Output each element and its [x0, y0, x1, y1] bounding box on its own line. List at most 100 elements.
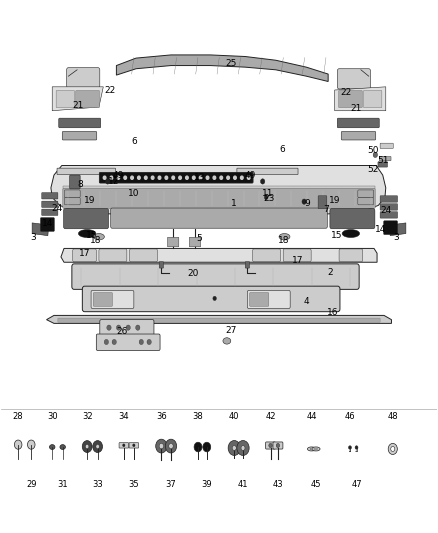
- Circle shape: [233, 176, 236, 179]
- Circle shape: [165, 439, 177, 453]
- Circle shape: [147, 340, 151, 345]
- Text: 2: 2: [328, 269, 333, 277]
- Circle shape: [179, 176, 181, 179]
- FancyBboxPatch shape: [339, 91, 362, 108]
- FancyBboxPatch shape: [57, 168, 116, 174]
- Circle shape: [240, 176, 243, 179]
- Text: 33: 33: [92, 480, 103, 489]
- FancyBboxPatch shape: [56, 91, 74, 108]
- FancyBboxPatch shape: [380, 143, 393, 149]
- FancyBboxPatch shape: [245, 262, 250, 268]
- Text: 6: 6: [131, 137, 137, 146]
- Circle shape: [302, 199, 306, 204]
- Text: 26: 26: [117, 327, 128, 336]
- FancyBboxPatch shape: [42, 209, 58, 215]
- FancyBboxPatch shape: [339, 249, 363, 262]
- FancyBboxPatch shape: [76, 91, 99, 108]
- Circle shape: [265, 195, 268, 199]
- Ellipse shape: [349, 451, 351, 452]
- Circle shape: [93, 441, 102, 453]
- Circle shape: [126, 325, 131, 330]
- Text: 4: 4: [304, 296, 309, 305]
- Text: 25: 25: [226, 59, 237, 68]
- Circle shape: [388, 443, 397, 455]
- Circle shape: [241, 446, 245, 450]
- Ellipse shape: [223, 338, 231, 344]
- FancyBboxPatch shape: [337, 69, 371, 89]
- Text: 41: 41: [238, 480, 248, 489]
- Circle shape: [228, 441, 240, 456]
- Circle shape: [96, 445, 99, 449]
- FancyBboxPatch shape: [167, 237, 179, 247]
- FancyBboxPatch shape: [99, 249, 127, 262]
- FancyBboxPatch shape: [159, 262, 163, 268]
- Circle shape: [133, 444, 135, 447]
- Text: 29: 29: [26, 480, 36, 489]
- Text: 42: 42: [265, 413, 276, 422]
- Polygon shape: [117, 55, 328, 82]
- FancyBboxPatch shape: [93, 293, 113, 306]
- Circle shape: [203, 442, 211, 452]
- Ellipse shape: [60, 445, 65, 449]
- Text: 28: 28: [13, 413, 24, 422]
- Circle shape: [220, 176, 223, 179]
- FancyBboxPatch shape: [73, 249, 96, 262]
- Text: 48: 48: [388, 413, 398, 422]
- FancyBboxPatch shape: [129, 443, 138, 448]
- Text: 34: 34: [119, 413, 129, 422]
- FancyBboxPatch shape: [380, 196, 398, 202]
- FancyBboxPatch shape: [119, 443, 129, 448]
- FancyBboxPatch shape: [253, 249, 281, 262]
- FancyBboxPatch shape: [59, 118, 101, 128]
- Circle shape: [136, 325, 140, 330]
- Text: 51: 51: [377, 156, 389, 165]
- Polygon shape: [390, 223, 406, 236]
- Circle shape: [28, 440, 35, 449]
- FancyBboxPatch shape: [250, 293, 269, 306]
- Text: 5: 5: [197, 235, 202, 244]
- Polygon shape: [63, 185, 375, 189]
- Circle shape: [159, 443, 163, 449]
- Text: 22: 22: [104, 85, 116, 94]
- FancyBboxPatch shape: [364, 91, 382, 108]
- Text: 30: 30: [47, 413, 57, 422]
- Text: 21: 21: [73, 101, 84, 110]
- Circle shape: [117, 176, 120, 179]
- Circle shape: [213, 176, 215, 179]
- Text: 18: 18: [278, 236, 290, 245]
- Text: 21: 21: [351, 103, 362, 112]
- Circle shape: [14, 440, 22, 449]
- Polygon shape: [335, 87, 386, 111]
- FancyBboxPatch shape: [62, 132, 97, 140]
- Text: 19: 19: [329, 196, 340, 205]
- Text: 6: 6: [279, 145, 285, 154]
- FancyBboxPatch shape: [58, 318, 380, 322]
- Text: 38: 38: [193, 413, 203, 422]
- Text: 50: 50: [367, 146, 378, 155]
- Circle shape: [169, 443, 173, 449]
- FancyBboxPatch shape: [130, 249, 157, 262]
- Circle shape: [232, 446, 236, 450]
- Text: 40: 40: [229, 413, 240, 422]
- Polygon shape: [46, 316, 392, 324]
- Text: 12: 12: [108, 177, 119, 186]
- Text: 14: 14: [375, 225, 386, 234]
- Text: 39: 39: [201, 480, 212, 489]
- FancyBboxPatch shape: [42, 201, 58, 207]
- Text: 16: 16: [327, 308, 338, 317]
- Text: 44: 44: [306, 413, 317, 422]
- FancyBboxPatch shape: [237, 168, 298, 174]
- Circle shape: [107, 325, 111, 330]
- Ellipse shape: [78, 230, 96, 238]
- FancyBboxPatch shape: [189, 237, 201, 247]
- Circle shape: [373, 152, 378, 158]
- Circle shape: [227, 176, 230, 179]
- Text: 18: 18: [90, 236, 102, 245]
- Text: 36: 36: [156, 413, 167, 422]
- Ellipse shape: [93, 233, 104, 240]
- Text: 49: 49: [245, 171, 256, 180]
- Circle shape: [349, 446, 351, 449]
- Ellipse shape: [342, 230, 360, 238]
- Circle shape: [194, 442, 202, 452]
- Text: 47: 47: [351, 480, 362, 489]
